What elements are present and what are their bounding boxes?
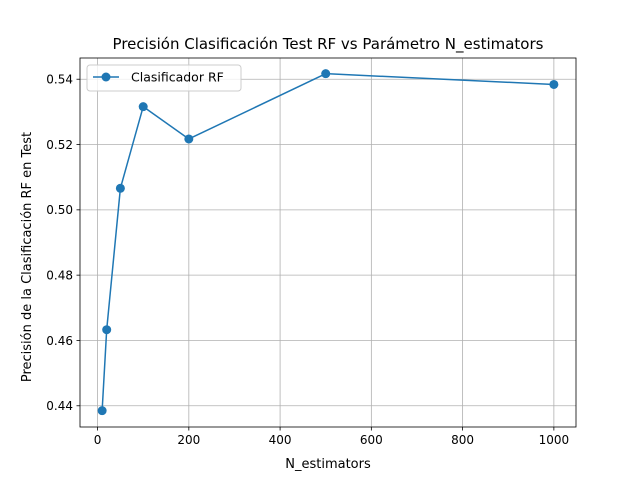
data-point xyxy=(184,134,194,144)
data-point xyxy=(321,69,331,79)
x-tick-label: 200 xyxy=(177,433,200,447)
data-point xyxy=(97,406,107,416)
grid xyxy=(80,58,576,427)
legend-label: Clasificador RF xyxy=(131,70,224,85)
y-tick-label: 0.54 xyxy=(46,73,73,87)
x-tick-label: 400 xyxy=(269,433,292,447)
data-point xyxy=(138,102,148,112)
y-tick-label: 0.52 xyxy=(46,138,73,152)
x-tick-label: 800 xyxy=(451,433,474,447)
legend-marker-swatch xyxy=(101,72,111,82)
legend-box xyxy=(86,64,242,92)
legend: Clasificador RF xyxy=(86,64,242,92)
x-tick-label: 1000 xyxy=(539,433,570,447)
x-tick-label: 600 xyxy=(360,433,383,447)
x-tick-label: 0 xyxy=(94,433,102,447)
y-axis-label: Precisión de la Clasificación RF en Test xyxy=(20,132,35,382)
data-point xyxy=(549,79,559,89)
series-layer xyxy=(97,69,559,416)
x-axis-ticks: 0 200 400 600 800 1000 xyxy=(94,427,569,447)
data-point xyxy=(102,325,112,335)
plot-frame xyxy=(79,57,577,428)
x-axis-label: N_estimators xyxy=(285,457,371,472)
y-tick-label: 0.46 xyxy=(46,334,73,348)
y-tick-label: 0.44 xyxy=(46,399,73,413)
chart-title: Precisión Clasificación Test RF vs Parám… xyxy=(113,35,544,54)
y-tick-label: 0.50 xyxy=(46,203,73,217)
y-tick-label: 0.48 xyxy=(46,268,73,282)
data-point xyxy=(115,183,125,193)
y-axis-ticks: 0.44 0.46 0.48 0.50 0.52 0.54 xyxy=(46,73,80,413)
